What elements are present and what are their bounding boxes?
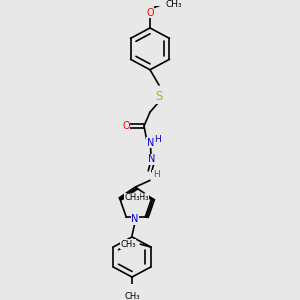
Text: CH₃: CH₃ [134,193,149,202]
Text: CH₃: CH₃ [124,193,140,202]
Text: N: N [131,214,139,224]
Text: O: O [146,8,154,18]
Text: S: S [155,90,163,103]
Text: CH₃: CH₃ [120,240,136,249]
Text: O: O [122,121,130,131]
Text: CH₃: CH₃ [165,0,181,9]
Text: H: H [154,136,161,145]
Text: N: N [148,154,156,164]
Text: N: N [147,138,154,148]
Text: H: H [153,170,159,179]
Text: CH₃: CH₃ [124,292,140,300]
